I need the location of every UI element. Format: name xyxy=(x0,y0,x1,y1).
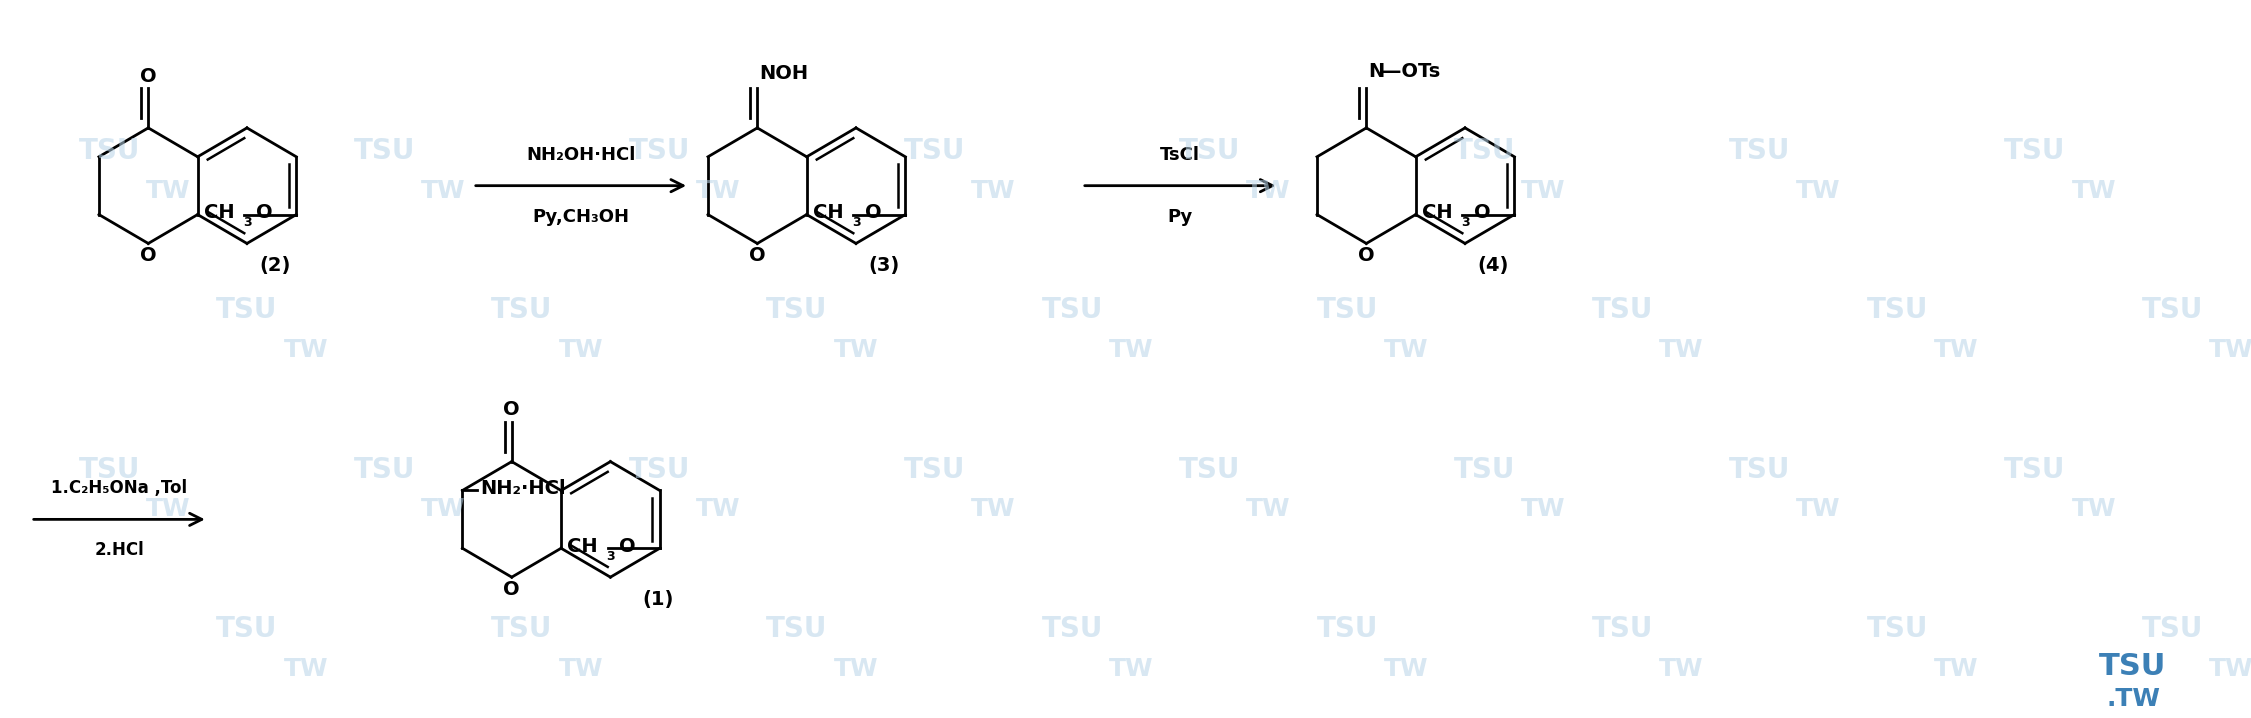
Text: —OTs: —OTs xyxy=(1382,62,1441,80)
Text: TW: TW xyxy=(1110,657,1153,681)
Text: NH₂·HCl: NH₂·HCl xyxy=(479,479,565,498)
Text: TW: TW xyxy=(558,338,603,362)
Text: (3): (3) xyxy=(869,256,900,275)
Text: TW: TW xyxy=(833,338,878,362)
Text: TsCl: TsCl xyxy=(1159,146,1200,164)
Text: TW: TW xyxy=(1659,657,1704,681)
Text: TW: TW xyxy=(970,498,1015,521)
Text: TSU: TSU xyxy=(491,297,554,325)
Text: TSU: TSU xyxy=(905,455,966,483)
Text: TSU: TSU xyxy=(765,297,828,325)
Text: TW: TW xyxy=(2071,179,2116,202)
Text: 3: 3 xyxy=(606,550,615,563)
Text: TW: TW xyxy=(421,498,466,521)
Text: TSU: TSU xyxy=(79,455,140,483)
Text: TSU: TSU xyxy=(1591,615,1652,643)
Text: TW: TW xyxy=(146,498,191,521)
Text: NOH: NOH xyxy=(759,64,808,83)
Text: (4): (4) xyxy=(1479,256,1508,275)
Text: TSU: TSU xyxy=(1042,297,1103,325)
Text: O: O xyxy=(619,537,637,556)
Text: O: O xyxy=(140,67,158,85)
Text: TW: TW xyxy=(1384,657,1429,681)
Text: TSU: TSU xyxy=(1591,297,1652,325)
Text: TSU: TSU xyxy=(1180,455,1240,483)
Text: TSU: TSU xyxy=(1729,455,1790,483)
Text: TW: TW xyxy=(2208,338,2251,362)
Text: O: O xyxy=(140,246,158,266)
Text: (1): (1) xyxy=(644,589,675,609)
Text: O: O xyxy=(864,203,882,222)
Text: TSU: TSU xyxy=(1866,297,1927,325)
Text: TSU: TSU xyxy=(628,137,691,165)
Text: TW: TW xyxy=(2071,498,2116,521)
Text: TSU: TSU xyxy=(628,455,691,483)
Text: TSU: TSU xyxy=(2141,297,2204,325)
Text: 3: 3 xyxy=(1461,216,1470,229)
Text: CH: CH xyxy=(205,203,234,222)
Text: Py,CH₃OH: Py,CH₃OH xyxy=(533,208,630,225)
Text: 3: 3 xyxy=(851,216,860,229)
Text: TW: TW xyxy=(1110,338,1153,362)
Text: 1.C₂H₅ONa ,Tol: 1.C₂H₅ONa ,Tol xyxy=(52,480,187,498)
Text: TSU: TSU xyxy=(1729,137,1790,165)
Text: CH: CH xyxy=(813,203,844,222)
Text: TSU: TSU xyxy=(353,137,414,165)
Text: O: O xyxy=(504,580,520,599)
Text: TSU: TSU xyxy=(1317,297,1378,325)
Text: N: N xyxy=(1369,62,1384,80)
Text: CH: CH xyxy=(1423,203,1452,222)
Text: 2.HCl: 2.HCl xyxy=(95,541,144,559)
Text: Py: Py xyxy=(1168,208,1193,225)
Text: 3: 3 xyxy=(243,216,252,229)
Text: NH₂OH·HCl: NH₂OH·HCl xyxy=(527,146,635,164)
Text: TSU: TSU xyxy=(1042,615,1103,643)
Text: TW: TW xyxy=(146,179,191,202)
Text: TW: TW xyxy=(1934,657,1979,681)
Text: TW: TW xyxy=(696,179,741,202)
Text: TSU: TSU xyxy=(216,615,277,643)
Text: .TW: .TW xyxy=(2107,686,2161,711)
Text: TW: TW xyxy=(558,657,603,681)
Text: TW: TW xyxy=(696,498,741,521)
Text: TW: TW xyxy=(1934,338,1979,362)
Text: TW: TW xyxy=(1247,179,1290,202)
Text: TSU: TSU xyxy=(79,137,140,165)
Text: TSU: TSU xyxy=(2141,615,2204,643)
Text: TW: TW xyxy=(284,338,329,362)
Text: O: O xyxy=(257,203,272,222)
Text: O: O xyxy=(750,246,765,266)
Text: TW: TW xyxy=(1384,338,1429,362)
Text: TSU: TSU xyxy=(216,297,277,325)
Text: TW: TW xyxy=(1247,498,1290,521)
Text: TSU: TSU xyxy=(2003,137,2066,165)
Text: TSU: TSU xyxy=(905,137,966,165)
Text: TSU: TSU xyxy=(1866,615,1927,643)
Text: TW: TW xyxy=(1796,498,1841,521)
Text: TW: TW xyxy=(970,179,1015,202)
Text: CH: CH xyxy=(567,537,599,556)
Text: TSU: TSU xyxy=(765,615,828,643)
Text: TSU: TSU xyxy=(1454,455,1515,483)
Text: TSU: TSU xyxy=(353,455,414,483)
Text: O: O xyxy=(1474,203,1490,222)
Text: O: O xyxy=(504,401,520,419)
Text: TSU: TSU xyxy=(1317,615,1378,643)
Text: TW: TW xyxy=(1796,179,1841,202)
Text: TW: TW xyxy=(833,657,878,681)
Text: TW: TW xyxy=(284,657,329,681)
Text: (2): (2) xyxy=(259,256,290,275)
Text: TSU: TSU xyxy=(2003,455,2066,483)
Text: TSU: TSU xyxy=(2100,653,2168,681)
Text: TW: TW xyxy=(1522,498,1567,521)
Text: TW: TW xyxy=(2208,657,2251,681)
Text: TW: TW xyxy=(1522,179,1567,202)
Text: TSU: TSU xyxy=(491,615,554,643)
Text: TSU: TSU xyxy=(1180,137,1240,165)
Text: TSU: TSU xyxy=(1454,137,1515,165)
Text: O: O xyxy=(1357,246,1375,266)
Text: TW: TW xyxy=(1659,338,1704,362)
Text: TW: TW xyxy=(421,179,466,202)
